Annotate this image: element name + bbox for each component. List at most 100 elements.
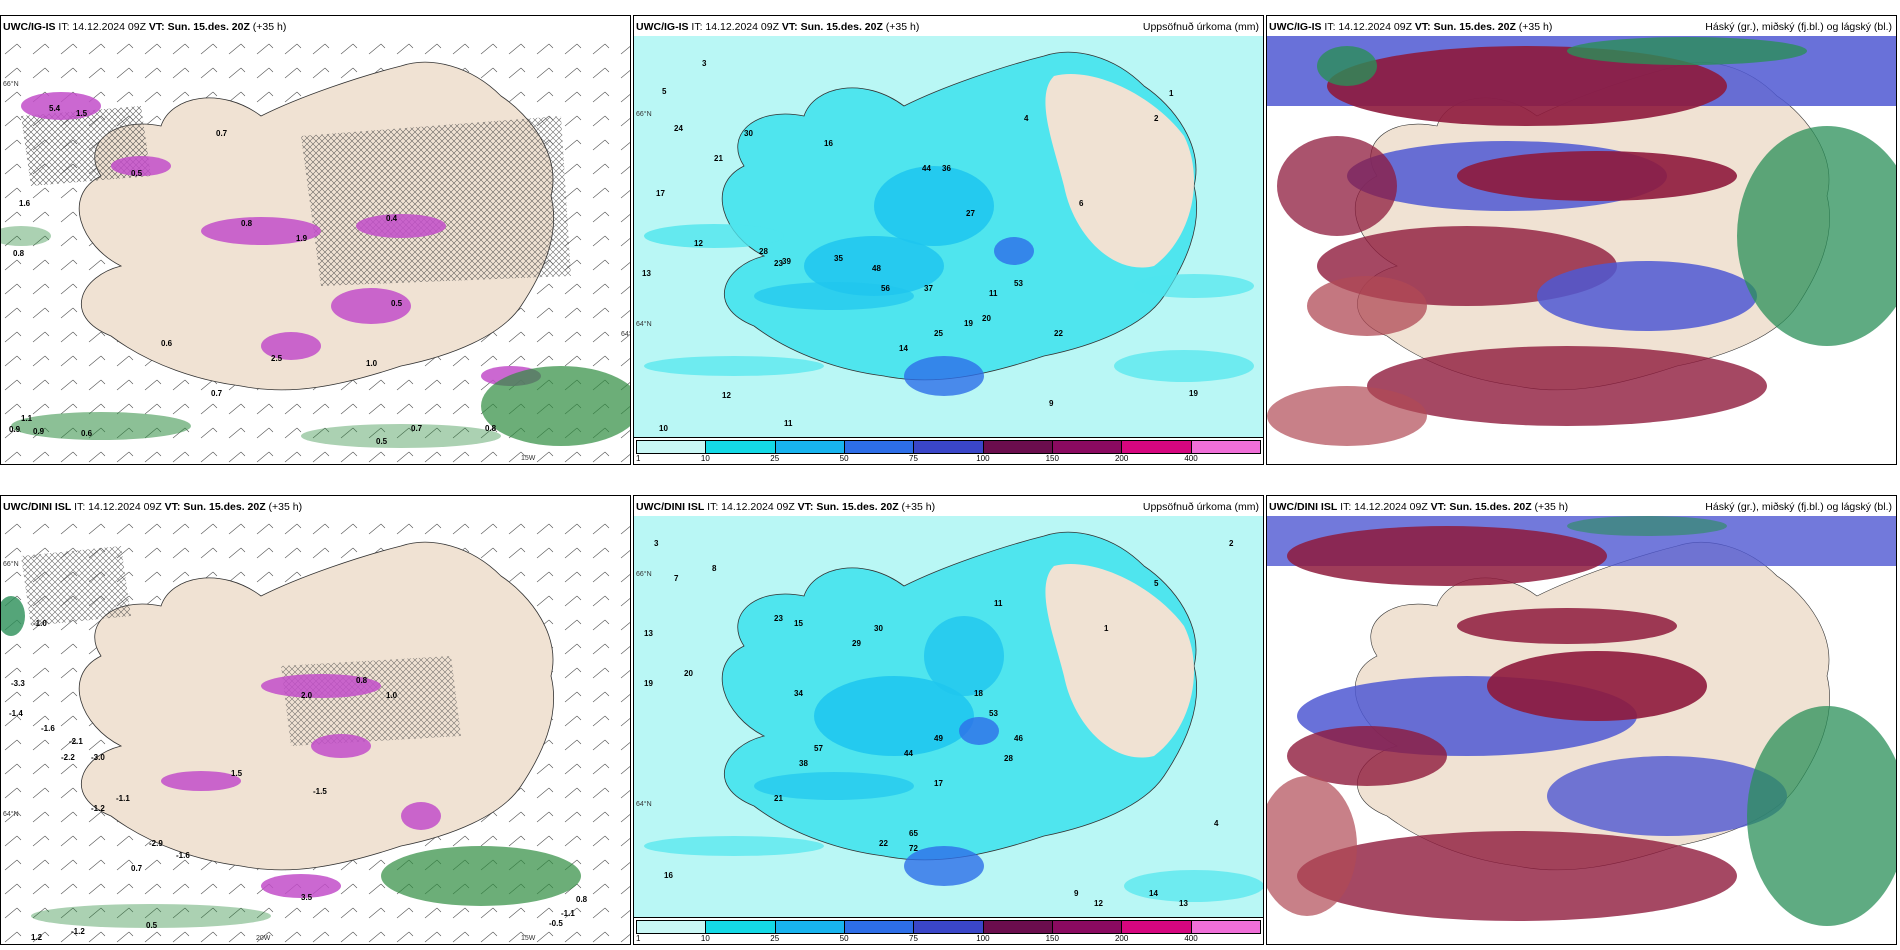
init-time: IT: 14.12.2024 09Z	[1324, 21, 1412, 33]
model-name: UWC/DINI ISL	[636, 501, 705, 513]
value-label: 0.5	[391, 299, 403, 308]
legend-swatch	[1122, 441, 1192, 453]
value-label: -1.6	[176, 851, 190, 860]
value-label: 11	[994, 599, 1003, 608]
precip-legend: 1 10 25 50 75 100 150 200 400	[634, 917, 1263, 944]
legend-label: 200	[1114, 934, 1129, 943]
legend-label: 400	[1184, 934, 1198, 943]
value-label: 0.8	[241, 219, 253, 228]
legend-swatch	[983, 921, 1053, 933]
value-label: -1.2	[71, 927, 85, 936]
value-label: 1.5	[231, 769, 243, 778]
map-area[interactable]: 66°N 64°N 15W 1.5 5.4 0.7 0.5 1.6 0.8 0.…	[1, 36, 630, 464]
panel-header: UWC/IG-IS IT: 14.12.2024 09Z VT: Sun. 15…	[1269, 20, 1892, 34]
value-label: 28	[759, 247, 768, 256]
value-label: -1.6	[41, 724, 55, 733]
cloud-map	[1267, 516, 1896, 944]
value-label: 37	[924, 284, 933, 293]
value-label: 2.5	[271, 354, 283, 363]
value-label: 0.8	[356, 676, 368, 685]
legend-label: 75	[909, 454, 918, 463]
axis-label: 15W	[521, 935, 536, 942]
field-description: Háský (gr.), miðský (fj.bl.) og lágský (…	[1705, 21, 1892, 33]
legend-swatch	[1191, 921, 1260, 933]
map-area[interactable]: 66°N 64°N 3 7 8 13 19 20 23 15 29 30 34 …	[634, 516, 1263, 918]
init-time: IT: 14.12.2024 09Z	[707, 501, 795, 513]
value-label: 53	[989, 709, 998, 718]
panel-header: UWC/DINI ISL IT: 14.12.2024 09Z VT: Sun.…	[636, 500, 1259, 514]
legend-label: 150	[1045, 934, 1059, 943]
legend-colorbar	[636, 920, 1261, 934]
value-label: 0.6	[161, 339, 173, 348]
legend-label: 400	[1184, 454, 1198, 463]
map-area[interactable]: 66°N 64°N 3 5 24 30 21 16 12 17 13 28 23…	[634, 36, 1263, 438]
precip-legend: 1 10 25 50 75 100 150 200 400	[634, 437, 1263, 464]
map-area[interactable]: 66°N 64°N 20W 15W -1.0 -3.3 -1.4 -1.6 -2…	[1, 516, 630, 944]
init-time: IT: 14.12.2024 09Z	[74, 501, 162, 513]
value-label: 0.7	[211, 389, 223, 398]
value-label: 23	[774, 614, 783, 623]
value-label: 21	[774, 794, 783, 803]
value-label: 3	[654, 539, 659, 548]
value-label: 21	[714, 154, 723, 163]
value-label: 19	[644, 679, 653, 688]
legend-label: 150	[1045, 454, 1059, 463]
value-label: -1.5	[313, 787, 327, 796]
value-label: 0.5	[146, 921, 158, 930]
value-label: 2.0	[301, 691, 313, 700]
value-label: 16	[824, 139, 833, 148]
value-label: 13	[642, 269, 651, 278]
value-label: 39	[782, 257, 791, 266]
value-label: 13	[1179, 899, 1188, 908]
field-description: Uppsöfnuð úrkoma (mm)	[1142, 501, 1259, 513]
panel-wind-igis: UWC/IG-IS IT: 14.12.2024 09Z VT: Sun. 15…	[0, 15, 631, 465]
axis-label: 66°N	[636, 110, 652, 118]
panel-cloud-dini: UWC/DINI ISL IT: 14.12.2024 09Z VT: Sun.…	[1266, 495, 1897, 945]
value-label: -2.1	[69, 737, 83, 746]
precip-map: 66°N 64°N 3 7 8 13 19 20 23 15 29 30 34 …	[634, 516, 1263, 918]
value-label: 0.9	[33, 427, 45, 436]
value-label: 1.0	[366, 359, 378, 368]
legend-swatch	[1122, 921, 1192, 933]
value-label: 24	[674, 124, 683, 133]
map-area[interactable]	[1267, 516, 1896, 944]
value-label: 2	[1154, 114, 1159, 123]
model-name: UWC/IG-IS	[3, 21, 56, 33]
legend-swatch	[1191, 441, 1260, 453]
value-label: 25	[934, 329, 943, 338]
value-label: 22	[1054, 329, 1063, 338]
value-label: 49	[934, 734, 943, 743]
lead-time: (+35 h)	[1518, 21, 1553, 33]
value-label: 22	[879, 839, 888, 848]
value-label: 11	[989, 289, 998, 298]
precip-map: 66°N 64°N 3 5 24 30 21 16 12 17 13 28 23…	[634, 36, 1263, 438]
panel-header: UWC/IG-IS IT: 14.12.2024 09Z VT: Sun. 15…	[3, 20, 626, 34]
lead-time: (+35 h)	[252, 21, 287, 33]
valid-time: VT: Sun. 15.des. 20Z	[797, 501, 899, 513]
value-label: 12	[1094, 899, 1103, 908]
value-label: 56	[881, 284, 890, 293]
value-label: 8	[712, 564, 717, 573]
valid-time: VT: Sun. 15.des. 20Z	[1430, 501, 1532, 513]
value-label: -2.9	[149, 839, 163, 848]
wind-map: 66°N 64°N 15W 1.5 5.4 0.7 0.5 1.6 0.8 0.…	[1, 36, 630, 464]
panel-precip-dini: UWC/DINI ISL IT: 14.12.2024 09Z VT: Sun.…	[633, 495, 1264, 945]
value-label: 20	[684, 669, 693, 678]
legend-swatch	[914, 441, 984, 453]
value-label: 17	[656, 189, 665, 198]
panel-header: UWC/DINI ISL IT: 14.12.2024 09Z VT: Sun.…	[1269, 500, 1892, 514]
value-label: 53	[1014, 279, 1023, 288]
value-label: 3	[702, 59, 707, 68]
model-name: UWC/DINI ISL	[3, 501, 72, 513]
value-label: 0.5	[131, 169, 143, 178]
init-time: IT: 14.12.2024 09Z	[691, 21, 779, 33]
axis-label: 64°N	[3, 810, 19, 818]
value-label: 10	[659, 424, 668, 433]
value-label: -0.5	[549, 919, 563, 928]
map-area[interactable]	[1267, 36, 1896, 464]
value-label: 1.6	[19, 199, 31, 208]
value-label: 12	[722, 391, 731, 400]
model-name: UWC/DINI ISL	[1269, 501, 1338, 513]
value-label: 1.1	[21, 414, 33, 423]
value-label: 72	[909, 844, 918, 853]
